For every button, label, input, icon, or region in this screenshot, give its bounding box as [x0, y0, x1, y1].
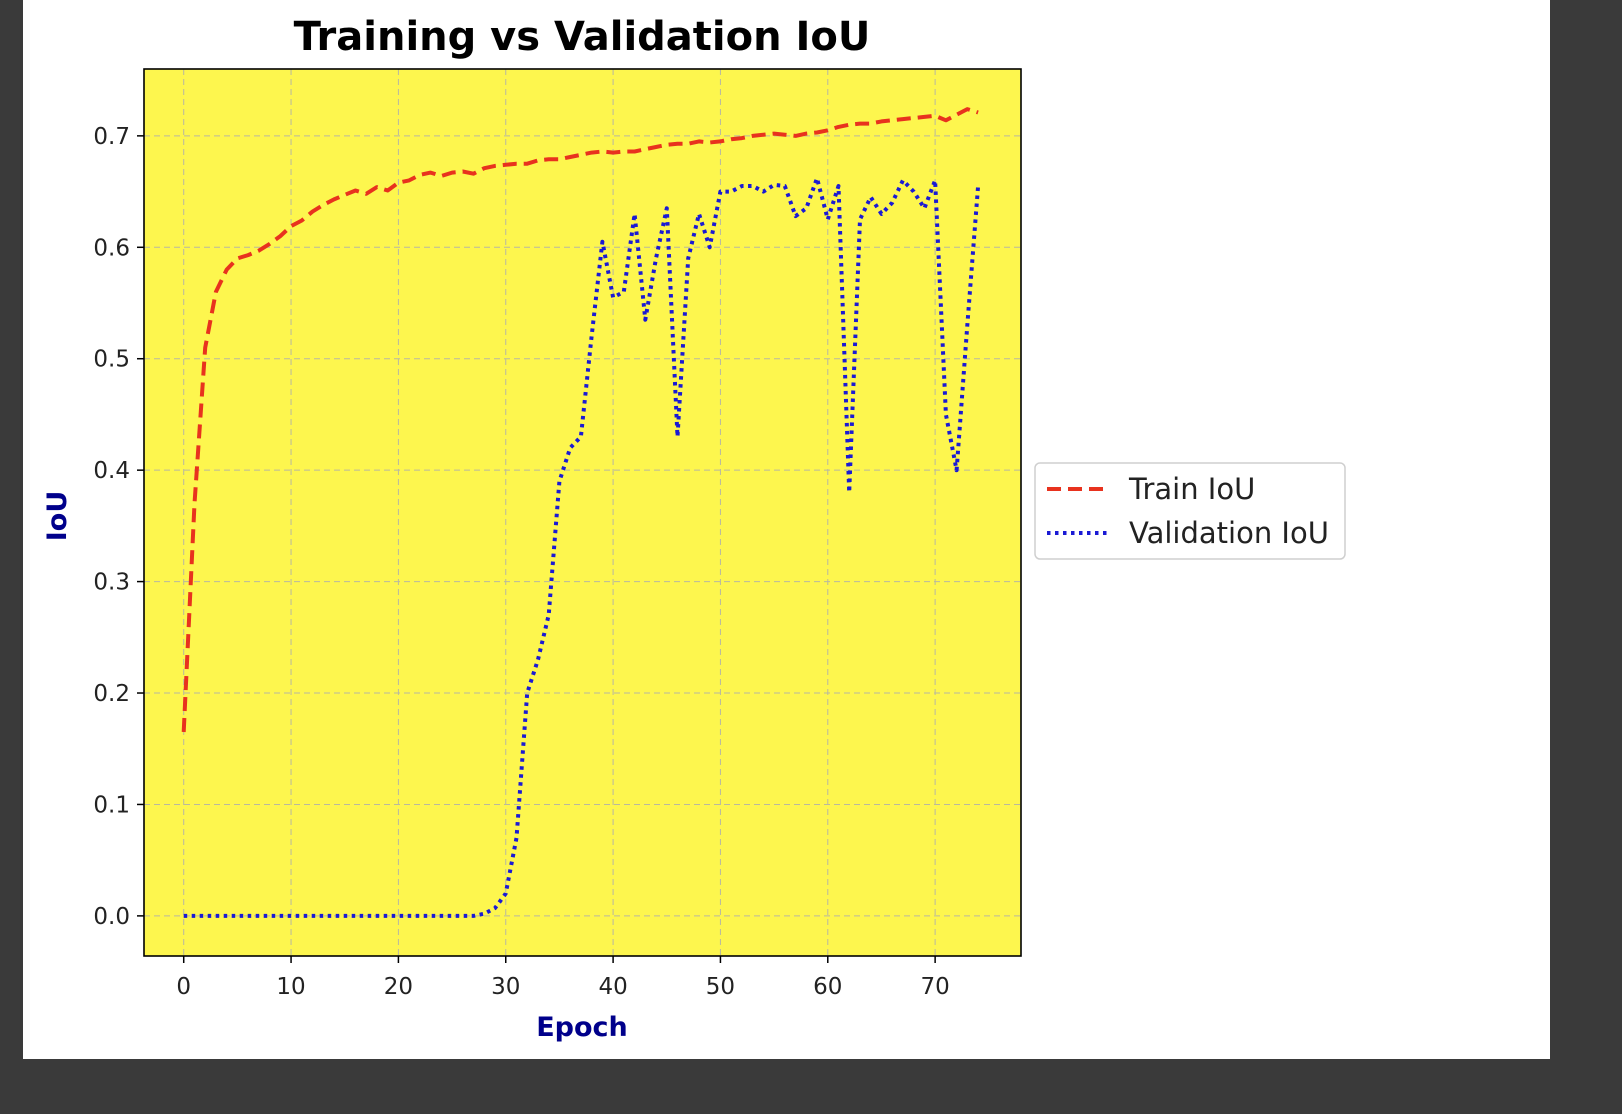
series-lines: [181, 107, 981, 918]
iou-line-chart: Training vs Validation IoU 0 10 20 30 40 50 60…: [42, 14, 1346, 1043]
legend: Train IoU Validation IoU: [1034, 462, 1346, 560]
plot-background: [144, 69, 1021, 956]
plot-area: [143, 68, 1022, 957]
y-tick-label: 0.7: [93, 124, 130, 150]
figure: Training vs Validation IoU 0 10 20 30 40 50 60…: [23, 0, 1550, 1059]
legend-box: [1034, 462, 1346, 560]
chart-title: Training vs Validation IoU: [294, 14, 871, 60]
x-axis-ticks: 0 10 20 30 40 50 60 70: [176, 956, 950, 1000]
x-tick-label: 70: [920, 974, 949, 1000]
x-tick-label: 10: [276, 974, 305, 1000]
x-tick-label: 60: [813, 974, 842, 1000]
plot-frame: [143, 68, 1022, 957]
x-tick-label: 40: [598, 974, 627, 1000]
y-tick-label: 0.6: [93, 235, 130, 261]
y-tick-label: 0.5: [93, 347, 130, 373]
y-tick-label: 0.2: [93, 681, 130, 707]
y-tick-label: 0.4: [93, 458, 130, 484]
y-axis-label: IoU: [42, 491, 73, 542]
legend-entry-label: Validation IoU: [1129, 516, 1329, 550]
grid: [144, 69, 1021, 956]
y-tick-label: 0.1: [93, 792, 130, 818]
legend-entry-label: Train IoU: [1128, 472, 1255, 506]
y-axis-ticks: 0.0 0.1 0.2 0.3 0.4 0.5 0.6 0.7: [93, 124, 144, 930]
x-tick-label: 30: [491, 974, 520, 1000]
series-line-train-iou: [181, 107, 979, 733]
x-tick-label: 50: [706, 974, 735, 1000]
x-axis-label: Epoch: [536, 1012, 628, 1043]
x-tick-label: 20: [384, 974, 413, 1000]
y-tick-label: 0.3: [93, 570, 130, 596]
x-tick-label: 0: [176, 974, 191, 1000]
y-tick-label: 0.0: [93, 904, 130, 930]
